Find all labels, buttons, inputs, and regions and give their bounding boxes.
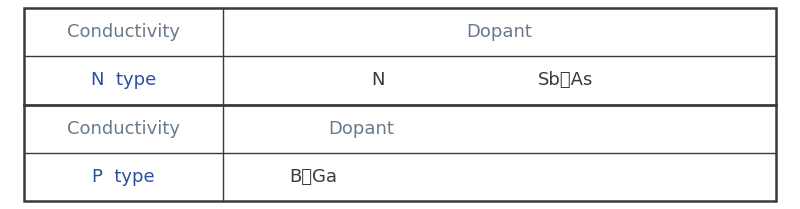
Text: Conductivity: Conductivity — [67, 23, 180, 41]
Text: Dopant: Dopant — [329, 120, 394, 138]
Text: P  type: P type — [92, 168, 155, 186]
Text: N  type: N type — [91, 71, 156, 89]
Text: B、Ga: B、Ga — [290, 168, 338, 186]
Text: Conductivity: Conductivity — [67, 120, 180, 138]
Text: Dopant: Dopant — [466, 23, 533, 41]
Text: N: N — [371, 71, 385, 89]
Text: Sb、As: Sb、As — [538, 71, 594, 89]
